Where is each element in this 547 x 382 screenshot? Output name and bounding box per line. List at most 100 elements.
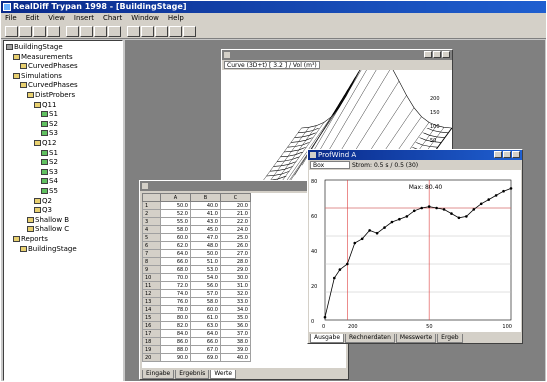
table-cell[interactable]: 60.0 xyxy=(160,233,191,242)
table-row[interactable]: 13 76.0 58.0 33.0 xyxy=(142,297,251,306)
table-row[interactable]: 17 84.0 64.0 37.0 xyxy=(142,329,251,338)
table-row[interactable]: 3 55.0 43.0 22.0 xyxy=(142,217,251,226)
table-cell[interactable]: 88.0 xyxy=(160,345,191,354)
row-header[interactable]: 3 xyxy=(142,217,161,226)
tree-item[interactable]: Q3 xyxy=(34,206,52,214)
table-row[interactable]: 11 72.0 56.0 31.0 xyxy=(142,281,251,290)
table-cell[interactable]: 58.0 xyxy=(160,225,191,234)
table-cell[interactable]: 40.0 xyxy=(220,353,251,362)
project-tree[interactable]: BuildingStage Measurements CurvedPhases Sim… xyxy=(3,40,123,381)
table-cell[interactable]: 54.0 xyxy=(190,273,221,282)
row-header[interactable]: 4 xyxy=(142,225,161,234)
table-cell[interactable]: 67.0 xyxy=(190,345,221,354)
tree-item[interactable]: S3 xyxy=(41,129,58,137)
row-header[interactable]: 2 xyxy=(142,209,161,218)
table-cell[interactable]: 70.0 xyxy=(160,273,191,282)
surface-window-titlebar[interactable] xyxy=(222,50,452,60)
tree-item[interactable]: Shallow C xyxy=(27,225,69,233)
save-icon[interactable] xyxy=(33,25,46,37)
row-header[interactable]: 16 xyxy=(142,321,161,330)
table-cell[interactable]: 22.0 xyxy=(220,217,251,226)
tree-item[interactable]: Q11 xyxy=(34,101,56,109)
table-cell[interactable]: 64.0 xyxy=(190,329,221,338)
table-row[interactable]: 7 64.0 50.0 27.0 xyxy=(142,249,251,258)
table-cell[interactable]: 24.0 xyxy=(220,225,251,234)
table-cell[interactable]: 78.0 xyxy=(160,305,191,314)
table-grid[interactable]: A B C 1 50.0 40.0 20.0 2 52.0 41.0 21.0 3 55.0 43.0 22… xyxy=(142,193,346,368)
table-cell[interactable]: 58.0 xyxy=(190,297,221,306)
table-cell[interactable]: 35.0 xyxy=(220,313,251,322)
table-cell[interactable]: 51.0 xyxy=(190,257,221,266)
table-cell[interactable]: 57.0 xyxy=(190,289,221,298)
table-cell[interactable]: 82.0 xyxy=(160,321,191,330)
menu-window[interactable]: Window xyxy=(131,14,159,22)
curve-window-titlebar[interactable]: ProfWind A xyxy=(308,150,522,160)
table-row[interactable]: 1 50.0 40.0 20.0 xyxy=(142,201,251,210)
table-row[interactable]: 18 86.0 66.0 38.0 xyxy=(142,337,251,346)
table-cell[interactable]: 28.0 xyxy=(220,257,251,266)
table-cell[interactable]: 66.0 xyxy=(190,337,221,346)
table-cell[interactable]: 32.0 xyxy=(220,289,251,298)
table-cell[interactable]: 31.0 xyxy=(220,281,251,290)
table-cell[interactable]: 43.0 xyxy=(190,217,221,226)
table-cell[interactable]: 72.0 xyxy=(160,281,191,290)
help-icon[interactable] xyxy=(183,25,196,37)
curve-window[interactable]: ProfWind A Box Strom: 0.5 s / 0.5 (30) M… xyxy=(307,149,523,344)
tree-item[interactable]: DistProbers xyxy=(27,91,75,99)
tab-ergeb[interactable]: Ergeb xyxy=(437,334,463,343)
row-header[interactable]: 8 xyxy=(142,257,161,266)
column-header[interactable]: C xyxy=(220,193,251,202)
table-cell[interactable]: 90.0 xyxy=(160,353,191,362)
tree-item[interactable]: Reports xyxy=(13,235,48,243)
table-row[interactable]: 14 78.0 60.0 34.0 xyxy=(142,305,251,314)
table-row[interactable]: 2 52.0 41.0 21.0 xyxy=(142,209,251,218)
row-header[interactable]: 17 xyxy=(142,329,161,338)
table-cell[interactable]: 38.0 xyxy=(220,337,251,346)
table-cell[interactable]: 62.0 xyxy=(160,241,191,250)
tree-item[interactable]: S4 xyxy=(41,177,58,185)
minimize-button[interactable] xyxy=(494,151,502,158)
table-cell[interactable]: 76.0 xyxy=(160,297,191,306)
maximize-button[interactable] xyxy=(503,151,511,158)
close-button[interactable] xyxy=(442,51,450,58)
table-row[interactable]: 19 88.0 67.0 39.0 xyxy=(142,345,251,354)
maximize-button[interactable] xyxy=(433,51,441,58)
tree-item[interactable]: S1 xyxy=(41,110,58,118)
column-header[interactable] xyxy=(142,193,161,202)
table-cell[interactable]: 53.0 xyxy=(190,265,221,274)
table-cell[interactable]: 26.0 xyxy=(220,241,251,250)
table-cell[interactable]: 37.0 xyxy=(220,329,251,338)
table-cell[interactable]: 41.0 xyxy=(190,209,221,218)
row-header[interactable]: 9 xyxy=(142,265,161,274)
copy-icon[interactable] xyxy=(80,25,93,37)
row-header[interactable]: 15 xyxy=(142,313,161,322)
tree-item[interactable]: CurvedPhases xyxy=(20,81,78,89)
table-icon[interactable] xyxy=(169,25,182,37)
menu-chart[interactable]: Chart xyxy=(102,14,123,22)
table-cell[interactable]: 52.0 xyxy=(160,209,191,218)
menu-file[interactable]: File xyxy=(5,14,17,22)
table-cell[interactable]: 33.0 xyxy=(220,297,251,306)
minimize-button[interactable] xyxy=(424,51,432,58)
row-header[interactable]: 11 xyxy=(142,281,161,290)
table-row[interactable]: 5 60.0 47.0 25.0 xyxy=(142,233,251,242)
tree-item[interactable]: S5 xyxy=(41,187,58,195)
row-header[interactable]: 7 xyxy=(142,249,161,258)
table-cell[interactable]: 20.0 xyxy=(220,201,251,210)
menu-view[interactable]: View xyxy=(48,14,65,22)
table-cell[interactable]: 74.0 xyxy=(160,289,191,298)
table-cell[interactable]: 64.0 xyxy=(160,249,191,258)
tree-item[interactable]: Q12 xyxy=(34,139,56,147)
row-header[interactable]: 6 xyxy=(142,241,161,250)
zoom-icon[interactable] xyxy=(141,25,154,37)
row-header[interactable]: 20 xyxy=(142,353,161,362)
table-cell[interactable]: 84.0 xyxy=(160,329,191,338)
row-header[interactable]: 10 xyxy=(142,273,161,282)
table-cell[interactable]: 63.0 xyxy=(190,321,221,330)
surface-toolbar-field[interactable]: Curve (3D+t) [ 3.2 ] / Vol (m³) xyxy=(224,61,320,69)
table-cell[interactable]: 69.0 xyxy=(190,353,221,362)
tree-item[interactable]: Measurements xyxy=(13,53,73,61)
table-cell[interactable]: 50.0 xyxy=(160,201,191,210)
find-icon[interactable] xyxy=(127,25,140,37)
column-header[interactable]: A xyxy=(160,193,191,202)
